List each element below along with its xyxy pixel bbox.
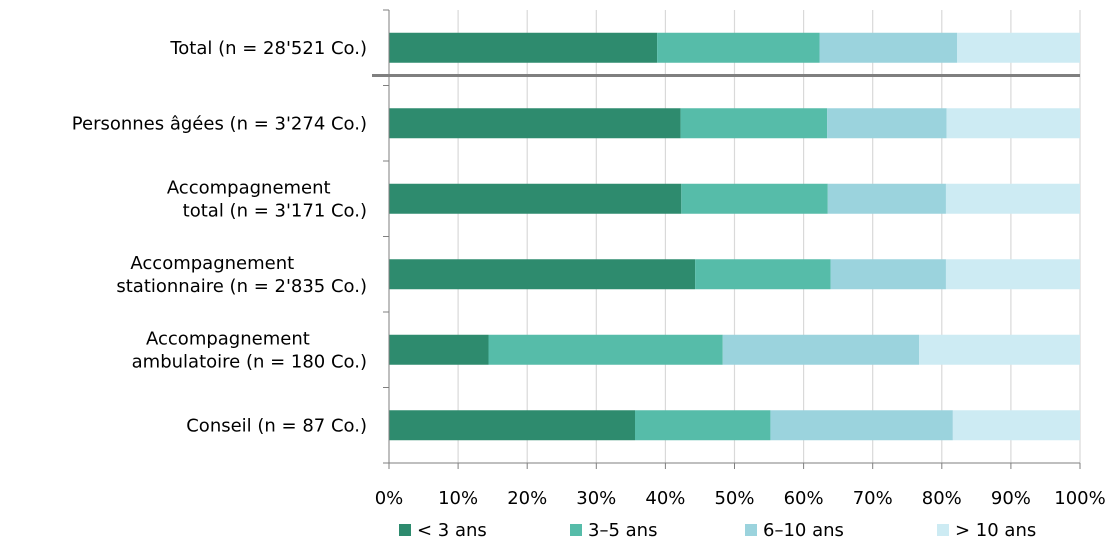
bar-segment — [695, 259, 831, 290]
bar-segment — [680, 108, 828, 139]
bar-segment — [389, 108, 681, 139]
bar-segment — [770, 410, 953, 441]
legend-label: < 3 ans — [417, 520, 487, 541]
x-tick-labels: 0% 10% 20% 30% 40% 50% 60% 70% 80% 90% 100% — [375, 488, 1106, 509]
bar-segment — [657, 32, 820, 63]
category-label: Conseil (n = 87 Co.) — [186, 415, 367, 436]
x-tick-label: 0% — [375, 488, 404, 509]
legend-swatch — [570, 524, 582, 536]
x-tick-label: 90% — [991, 488, 1031, 509]
category-label: Accompagnement ambulatoire (n = 180 Co.) — [132, 328, 367, 372]
x-tick-label: 40% — [645, 488, 685, 509]
x-tick-label: 60% — [784, 488, 824, 509]
bars — [389, 32, 1080, 441]
category-label: Accompagnement stationnaire (n = 2'835 Co… — [116, 253, 367, 297]
bar-segment — [389, 259, 696, 290]
bar-segment — [681, 183, 828, 214]
category-label: Personnes âgées (n = 3'274 Co.) — [72, 113, 367, 134]
x-tick-label: 80% — [922, 488, 962, 509]
bar-segment — [830, 259, 946, 290]
x-tick-label: 20% — [507, 488, 547, 509]
bar-segment — [634, 410, 771, 441]
axes — [372, 9, 1081, 469]
category-labels: Total (n = 28'521 Co.) Personnes âgées (n… — [72, 38, 367, 437]
category-label: Accompagnement total (n = 3'171 Co.) — [167, 177, 367, 221]
category-label-line: ambulatoire (n = 180 Co.) — [132, 351, 367, 372]
legend-swatch — [937, 524, 949, 536]
bar-segment — [488, 334, 723, 365]
legend-label: 6–10 ans — [763, 520, 844, 541]
category-label-line: total (n = 3'171 Co.) — [183, 200, 367, 221]
bar-segment — [819, 32, 958, 63]
bar-segment — [389, 32, 658, 63]
legend-label: > 10 ans — [955, 520, 1036, 541]
legend-swatch — [399, 524, 411, 536]
bar-segment — [389, 334, 489, 365]
bar-segment — [945, 259, 1080, 290]
bar-segment — [827, 183, 946, 214]
category-label-line: Conseil (n = 87 Co.) — [186, 415, 367, 436]
category-label-line: Personnes âgées (n = 3'274 Co.) — [72, 113, 367, 134]
bar-segment — [389, 410, 635, 441]
x-tick-label: 50% — [714, 488, 754, 509]
bar-segment — [957, 32, 1080, 63]
x-tick-label: 100% — [1054, 488, 1105, 509]
legend-label: 3–5 ans — [588, 520, 657, 541]
bar-segment — [722, 334, 919, 365]
legend: < 3 ans 3–5 ans 6–10 ans > 10 ans — [399, 520, 1036, 541]
category-label: Total (n = 28'521 Co.) — [169, 38, 367, 59]
category-label-line: Accompagnement — [130, 253, 294, 274]
category-label-line: Accompagnement — [146, 328, 310, 349]
category-label-line: Accompagnement — [167, 177, 331, 198]
x-tick-label: 10% — [438, 488, 478, 509]
grid-lines — [457, 10, 1081, 463]
bar-segment — [389, 183, 682, 214]
x-tick-label: 30% — [576, 488, 616, 509]
bar-segment — [918, 334, 1080, 365]
bar-segment — [952, 410, 1080, 441]
bar-segment — [827, 108, 947, 139]
x-tick-label: 70% — [853, 488, 893, 509]
bar-segment — [946, 108, 1080, 139]
legend-swatch — [745, 524, 757, 536]
category-label-line: Total (n = 28'521 Co.) — [169, 38, 367, 59]
category-label-line: stationnaire (n = 2'835 Co.) — [116, 276, 367, 297]
bar-segment — [945, 183, 1080, 214]
